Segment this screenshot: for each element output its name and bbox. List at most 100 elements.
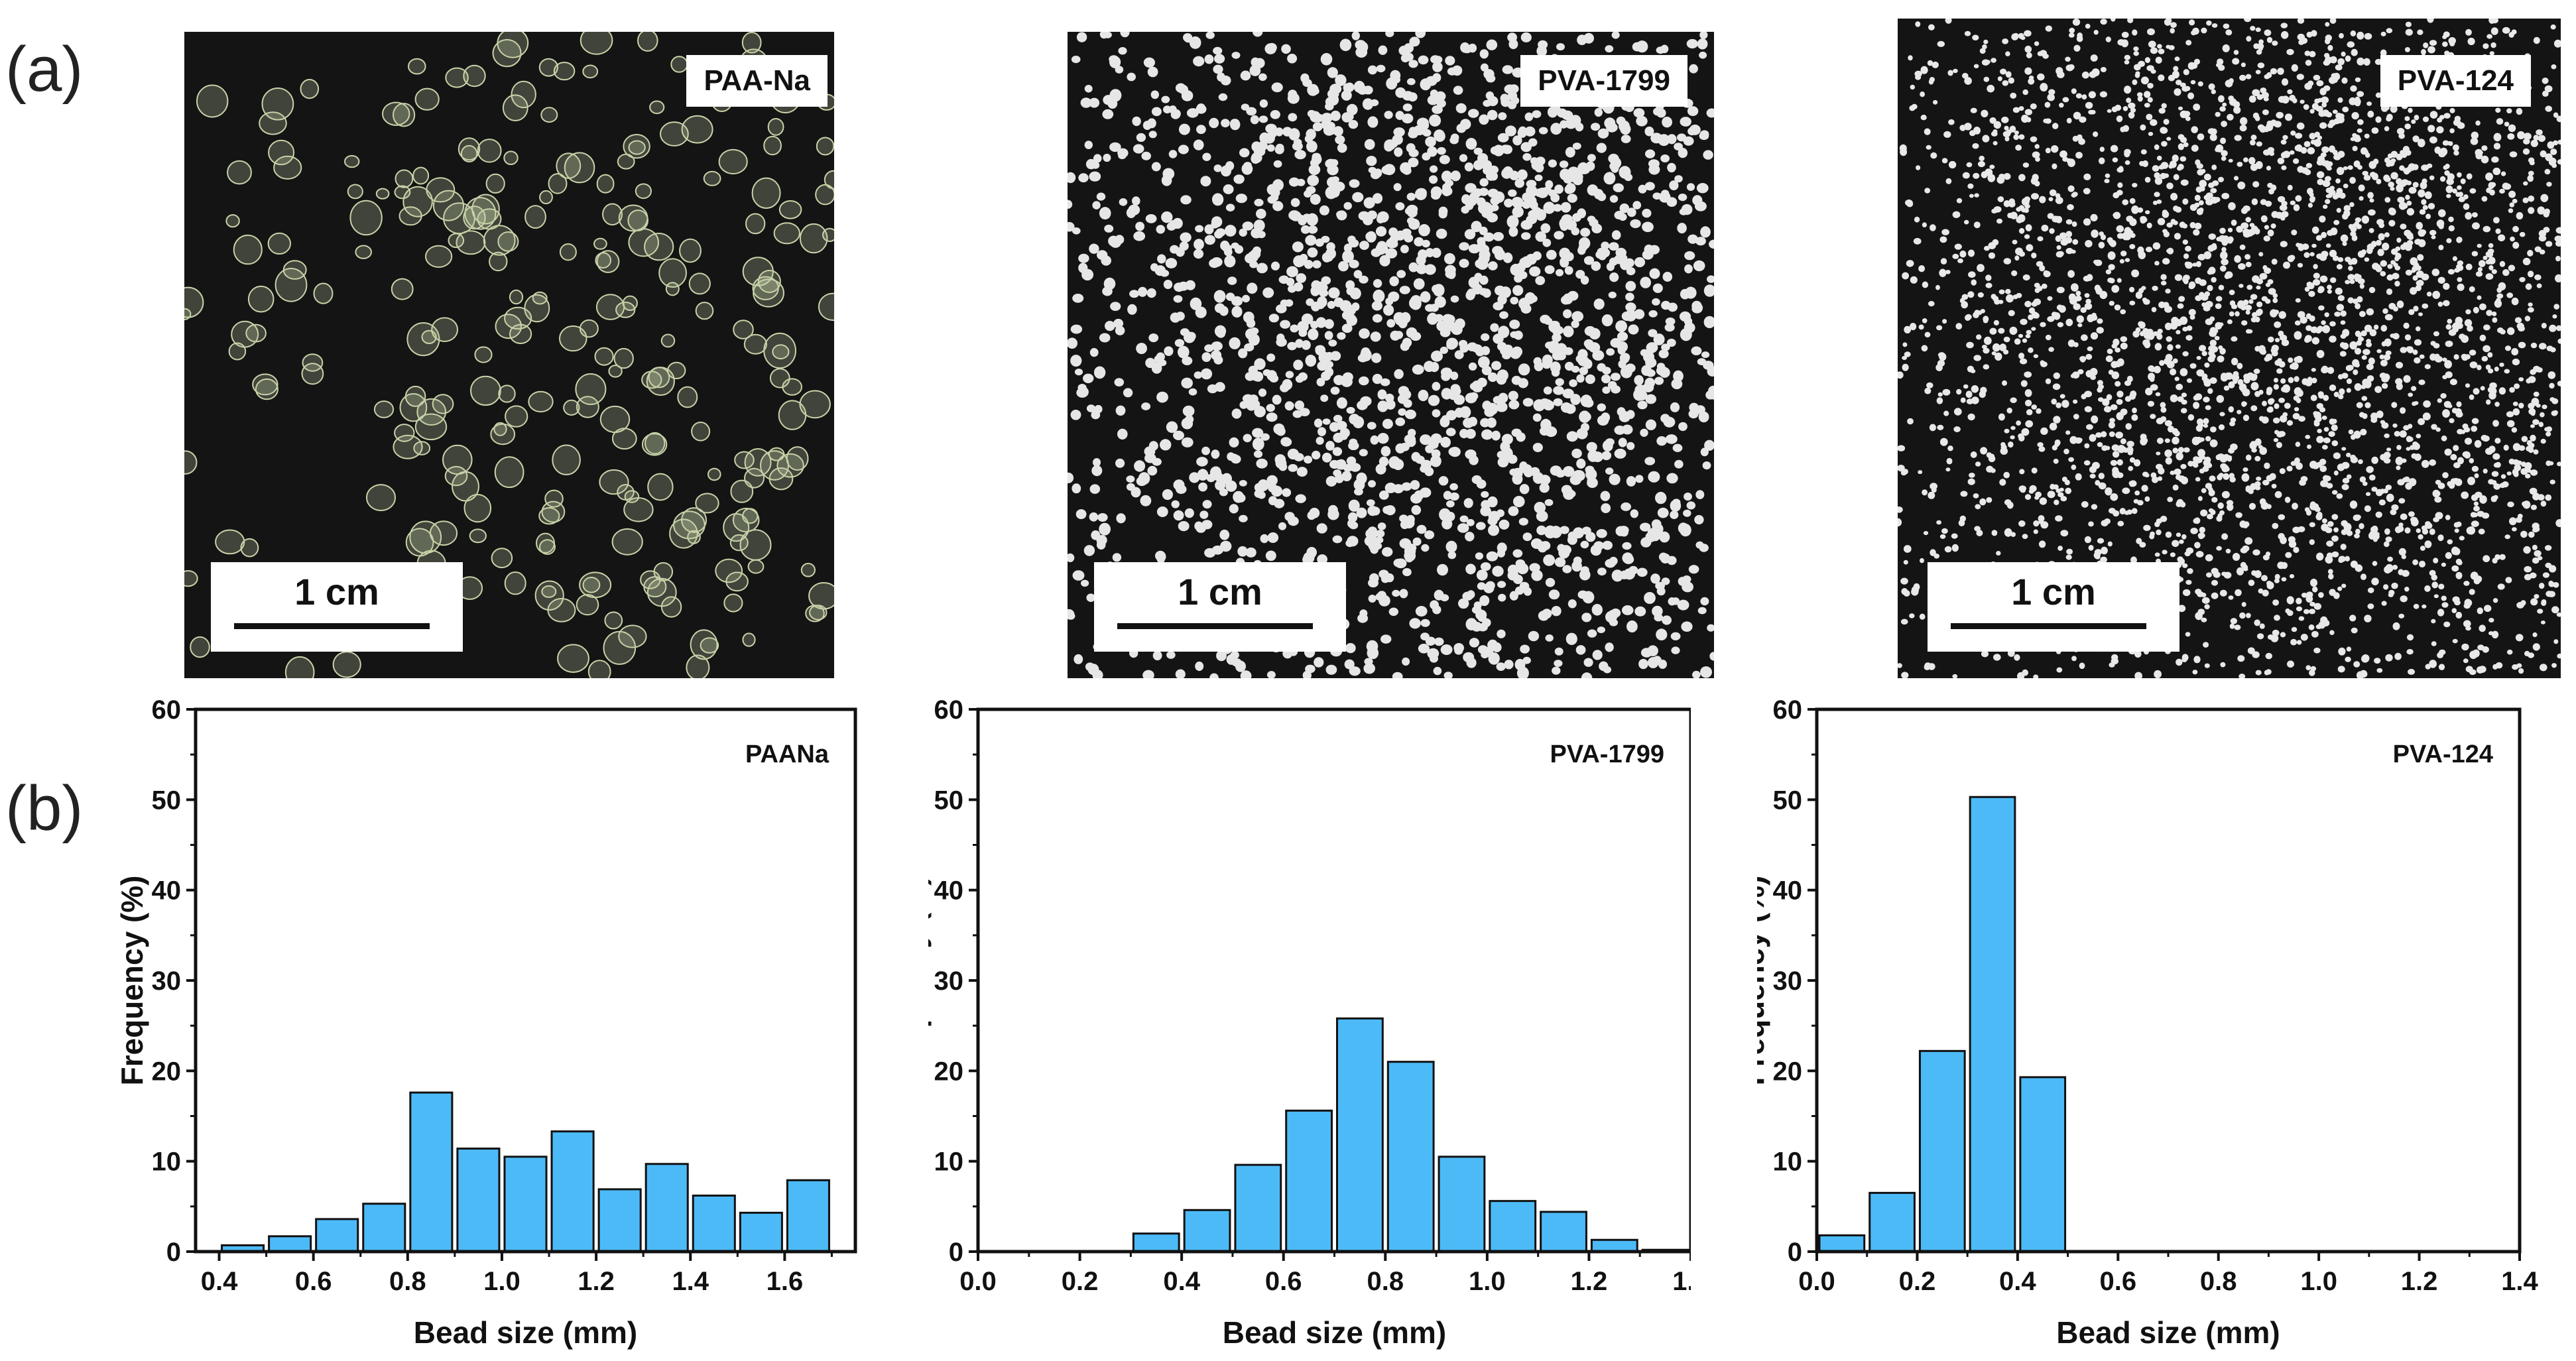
bead — [1458, 598, 1469, 609]
bead — [1127, 72, 1136, 82]
bead — [1213, 164, 1222, 172]
bead — [1499, 519, 1510, 530]
bead — [2551, 398, 2559, 404]
bead — [1201, 352, 1211, 362]
bead — [2553, 140, 2559, 146]
beads-image — [1898, 19, 2561, 678]
bead — [1687, 106, 1699, 117]
bead — [1900, 470, 1907, 476]
bead — [347, 184, 363, 200]
bead — [2493, 483, 2501, 490]
bead — [1078, 173, 1089, 183]
bead — [2514, 464, 2522, 471]
bead — [2053, 372, 2060, 379]
bead — [2422, 412, 2431, 421]
bead — [1243, 434, 1252, 443]
bead — [1328, 287, 1340, 299]
bead — [2052, 163, 2057, 170]
bead — [2296, 606, 2303, 612]
bead — [1694, 514, 1704, 525]
bead — [2406, 240, 2414, 246]
bead — [2487, 368, 2494, 374]
bead — [2025, 420, 2034, 428]
bead — [2512, 401, 2518, 406]
bead — [2113, 510, 2120, 517]
bead — [2294, 376, 2300, 383]
bead — [2105, 173, 2111, 178]
bead — [2399, 430, 2407, 438]
bead — [1335, 74, 1347, 86]
bead — [1315, 238, 1324, 247]
bead — [2366, 363, 2374, 371]
bead — [1585, 341, 1595, 351]
bead — [2477, 644, 2484, 650]
bead — [2271, 483, 2277, 489]
bead — [1394, 315, 1406, 325]
bead — [2003, 336, 2010, 343]
bead — [1605, 642, 1614, 652]
bead — [1555, 378, 1564, 386]
bead — [805, 605, 825, 622]
bead — [2406, 649, 2414, 655]
bead — [1960, 397, 1966, 403]
bead — [2331, 551, 2339, 558]
bead — [2322, 325, 2330, 333]
bead — [445, 67, 469, 88]
bead — [1298, 328, 1308, 337]
bead — [1942, 319, 1947, 324]
bead — [2357, 128, 2362, 133]
bead — [1399, 286, 1410, 294]
bead — [416, 398, 447, 426]
bead — [1604, 117, 1616, 129]
bead — [2318, 305, 2325, 311]
bead — [2557, 159, 2561, 165]
bead — [1608, 153, 1619, 164]
bead — [2034, 288, 2040, 293]
bead — [2432, 290, 2441, 299]
bead — [1678, 577, 1687, 586]
bead — [1928, 24, 1935, 30]
bead — [2307, 188, 2313, 195]
bead — [723, 513, 750, 542]
bead — [2206, 20, 2212, 26]
bead — [1928, 491, 1935, 499]
bead — [1408, 127, 1418, 135]
bead — [2394, 526, 2402, 534]
bead — [1636, 115, 1648, 127]
bead — [1174, 282, 1185, 292]
bead — [1630, 219, 1641, 229]
bead — [1648, 310, 1658, 318]
bead — [1213, 64, 1223, 74]
bead — [2371, 456, 2378, 464]
bead — [1185, 415, 1194, 424]
bead — [2243, 521, 2250, 528]
bead — [1434, 637, 1444, 646]
bead — [2218, 176, 2224, 182]
bead — [1182, 405, 1195, 417]
bead — [1483, 583, 1495, 593]
bead — [2512, 225, 2519, 233]
bead — [1091, 465, 1103, 477]
bead — [2085, 23, 2091, 29]
bead — [2211, 497, 2218, 503]
bead — [1093, 154, 1102, 163]
bead — [1316, 317, 1327, 328]
bead — [1244, 343, 1255, 352]
bead — [2199, 279, 2207, 286]
bead — [2321, 231, 2327, 239]
bead — [2434, 496, 2442, 503]
bead — [2255, 70, 2261, 74]
bead — [2338, 647, 2346, 656]
bead — [2524, 650, 2530, 657]
bead — [1488, 652, 1500, 665]
bead — [2280, 241, 2288, 248]
bead — [1991, 351, 1996, 355]
bead — [1450, 371, 1459, 381]
bead — [2240, 304, 2246, 311]
bead — [1581, 672, 1593, 678]
bead — [2372, 561, 2378, 566]
bead — [1233, 174, 1245, 184]
bead — [2329, 589, 2336, 596]
bead — [602, 203, 623, 226]
bead — [2469, 188, 2477, 194]
